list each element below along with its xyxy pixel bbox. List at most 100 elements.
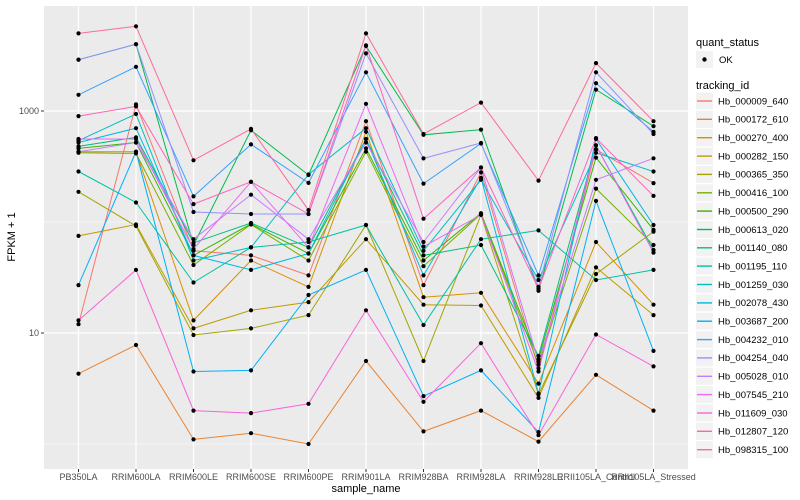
data-point bbox=[133, 267, 139, 272]
data-point bbox=[421, 181, 426, 186]
data-point bbox=[536, 430, 541, 435]
data-point bbox=[421, 239, 426, 245]
data-point bbox=[536, 228, 541, 233]
data-point bbox=[306, 292, 311, 298]
data-point bbox=[593, 271, 599, 277]
data-point bbox=[248, 267, 254, 272]
data-point bbox=[133, 140, 139, 145]
data-point bbox=[76, 233, 81, 238]
data-point bbox=[363, 101, 369, 106]
data-point bbox=[363, 51, 369, 56]
data-point bbox=[191, 369, 196, 374]
data-point bbox=[306, 180, 311, 185]
x-tick-label: RRIM901LA bbox=[341, 472, 390, 482]
data-point bbox=[306, 245, 311, 250]
data-point bbox=[536, 381, 541, 386]
data-point bbox=[133, 104, 139, 109]
data-point bbox=[593, 150, 599, 155]
data-point bbox=[536, 395, 541, 400]
data-point bbox=[593, 239, 599, 245]
data-point bbox=[651, 156, 656, 161]
data-point bbox=[133, 126, 139, 131]
y-axis-title: FPKM + 1 bbox=[6, 212, 18, 261]
data-point bbox=[421, 283, 426, 288]
data-point bbox=[536, 366, 541, 371]
data-point bbox=[593, 147, 599, 152]
data-point bbox=[76, 189, 81, 194]
data-point bbox=[76, 149, 81, 154]
data-point bbox=[536, 369, 541, 374]
data-point bbox=[133, 64, 139, 69]
data-point bbox=[363, 119, 369, 124]
legend-item-label: Hb_000500_290 bbox=[718, 206, 788, 217]
x-tick-label: RRIM928BA bbox=[398, 472, 448, 482]
data-point bbox=[536, 178, 541, 183]
data-point bbox=[306, 211, 311, 217]
data-point bbox=[76, 92, 81, 97]
data-point bbox=[651, 302, 656, 307]
data-point bbox=[363, 129, 369, 134]
data-point bbox=[593, 70, 599, 75]
data-point bbox=[536, 359, 541, 364]
data-point bbox=[651, 119, 656, 124]
data-point bbox=[536, 273, 541, 278]
data-point bbox=[76, 318, 81, 323]
data-point bbox=[363, 146, 369, 151]
legend-item-label: Hb_002078_430 bbox=[718, 298, 788, 309]
data-point bbox=[191, 247, 196, 252]
data-point bbox=[651, 181, 656, 186]
data-point bbox=[593, 265, 599, 270]
data-point bbox=[248, 411, 254, 416]
data-point bbox=[651, 408, 656, 413]
data-point bbox=[191, 437, 196, 442]
data-point bbox=[651, 267, 656, 272]
data-point bbox=[248, 179, 254, 184]
data-point bbox=[191, 408, 196, 413]
data-point bbox=[421, 248, 426, 253]
y-tick-label: 10 bbox=[29, 328, 39, 338]
data-point bbox=[421, 216, 426, 221]
y-tick-label: 1000 bbox=[19, 106, 39, 116]
data-point bbox=[651, 313, 656, 318]
data-point bbox=[421, 429, 426, 434]
data-point bbox=[248, 258, 254, 263]
data-point bbox=[421, 156, 426, 161]
data-point bbox=[248, 142, 254, 147]
data-point bbox=[651, 364, 656, 369]
legend-item-label: Hb_003687_200 bbox=[718, 317, 788, 328]
data-point bbox=[593, 198, 599, 203]
x-tick-label: RRII105LA_Control bbox=[557, 472, 635, 482]
x-tick-label: RRII105LA_Stressed bbox=[611, 472, 696, 482]
data-point bbox=[191, 318, 196, 323]
data-point bbox=[478, 127, 484, 132]
data-point bbox=[306, 258, 311, 263]
data-point bbox=[76, 114, 81, 119]
data-point bbox=[76, 144, 81, 149]
data-point bbox=[133, 200, 139, 205]
legend-title-quant-status: quant_status bbox=[696, 37, 759, 49]
data-point bbox=[363, 140, 369, 145]
data-point bbox=[76, 140, 81, 145]
data-point bbox=[593, 143, 599, 148]
data-point bbox=[248, 308, 254, 313]
data-point bbox=[421, 244, 426, 249]
legend-item-label: Hb_000172_610 bbox=[718, 115, 788, 126]
data-point bbox=[363, 267, 369, 272]
data-point bbox=[306, 313, 311, 318]
data-point bbox=[651, 242, 656, 248]
data-point bbox=[363, 149, 369, 154]
data-point bbox=[306, 251, 311, 256]
data-point bbox=[651, 222, 656, 228]
data-point bbox=[248, 368, 254, 373]
data-point bbox=[191, 332, 196, 338]
data-point bbox=[191, 280, 196, 285]
data-point bbox=[536, 277, 541, 283]
data-point bbox=[593, 332, 599, 337]
data-point bbox=[306, 300, 311, 305]
data-point bbox=[478, 212, 484, 217]
data-point bbox=[478, 140, 484, 146]
data-point bbox=[651, 193, 656, 198]
legend-label-quant-status: OK bbox=[719, 55, 733, 66]
data-point bbox=[593, 87, 599, 92]
